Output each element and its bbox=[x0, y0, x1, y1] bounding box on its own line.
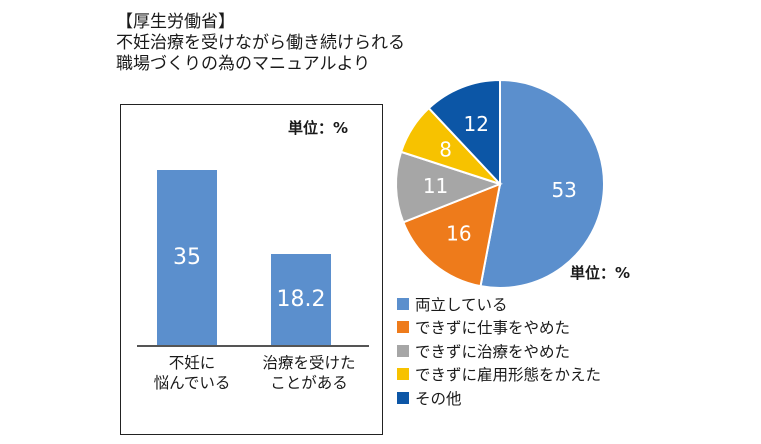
bar-value-label: 35 bbox=[173, 244, 201, 270]
pie-slice bbox=[479, 78, 605, 289]
legend-item: できずに治療をやめた bbox=[397, 339, 601, 363]
pie-value-label: 11 bbox=[423, 174, 448, 198]
legend-swatch bbox=[397, 368, 409, 381]
bar-category-label: 不妊に 悩んでいる bbox=[153, 354, 231, 392]
pie-slice bbox=[427, 78, 501, 187]
bar-chart: 単位：% 35 18.2 不妊に 悩んでいる 治療を受けた ことがある bbox=[120, 104, 383, 435]
source-line-1: 不妊治療を受けながら働き続けられる bbox=[116, 33, 405, 53]
bar-unit-label: 単位：% bbox=[288, 119, 349, 137]
bar-value-label: 18.2 bbox=[276, 286, 326, 312]
bar-plot-area: 35 18.2 bbox=[121, 105, 382, 345]
pie-unit-label: 単位：% bbox=[570, 264, 631, 282]
legend-label: できずに雇用形態をかえた bbox=[415, 366, 602, 385]
legend-item: 両立している bbox=[397, 292, 601, 316]
pie-value-label: 12 bbox=[464, 112, 489, 136]
legend-item: その他 bbox=[397, 386, 601, 410]
bar: 18.2 bbox=[271, 254, 331, 345]
source-line-2: 職場づくりの為のマニュアルより bbox=[116, 54, 371, 74]
bar-baseline bbox=[137, 345, 369, 347]
bar: 35 bbox=[157, 170, 217, 345]
legend-item: できずに仕事をやめた bbox=[397, 316, 601, 340]
legend-swatch bbox=[397, 297, 409, 310]
pie-value-label: 8 bbox=[439, 137, 452, 161]
source-org: 【厚生労働省】 bbox=[116, 12, 235, 32]
source-note: 【厚生労働省】 不妊治療を受けながら働き続けられる 職場づくりの為のマニュアルよ… bbox=[116, 12, 405, 75]
legend-label: 両立している bbox=[415, 295, 508, 314]
legend-label: できずに仕事をやめた bbox=[415, 319, 571, 338]
legend-swatch bbox=[397, 344, 409, 357]
pie-legend: 両立している できずに仕事をやめた できずに治療をやめた できずに雇用形態をかえ… bbox=[397, 292, 601, 410]
pie-value-label: 16 bbox=[446, 222, 471, 246]
pie-value-label: 53 bbox=[551, 178, 576, 202]
bar-category-label: 治療を受けた ことがある bbox=[262, 354, 356, 392]
legend-swatch bbox=[397, 391, 409, 404]
legend-label: できずに治療をやめた bbox=[415, 342, 571, 361]
legend-swatch bbox=[397, 321, 409, 334]
legend-label: その他 bbox=[415, 389, 462, 408]
pie-slice bbox=[402, 182, 502, 288]
legend-item: できずに雇用形態をかえた bbox=[397, 363, 601, 387]
pie-slice bbox=[395, 150, 503, 224]
